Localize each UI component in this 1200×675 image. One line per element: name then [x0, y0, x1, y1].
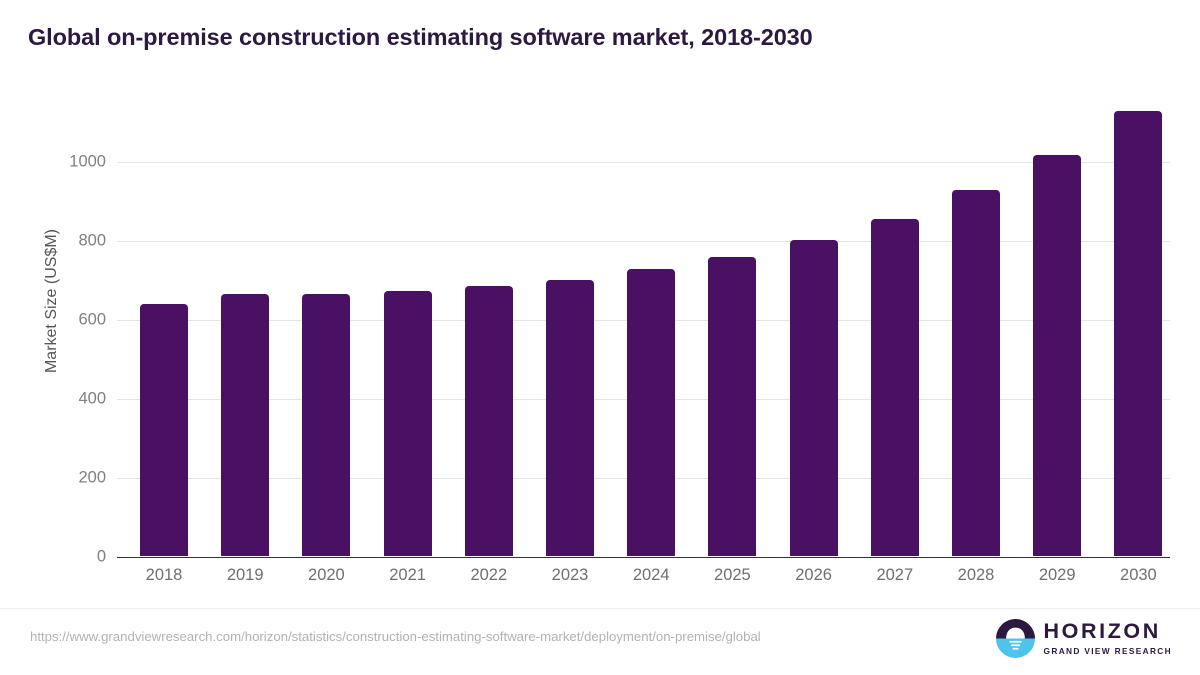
- bar-2024[interactable]: [627, 269, 676, 557]
- x-tick-label-2018: 2018: [145, 566, 183, 584]
- x-tick-label-2024: 2024: [632, 566, 670, 584]
- y-tick-label: 0: [96, 547, 106, 565]
- gridline-800: [117, 240, 1170, 242]
- y-tick-label: 400: [78, 389, 106, 408]
- x-tick-label-2025: 2025: [714, 566, 751, 584]
- x-tick-label-2030: 2030: [1120, 566, 1157, 584]
- x-tick-label-2020: 2020: [308, 566, 345, 584]
- page-title: Global on-premise construction estimatin…: [28, 24, 813, 50]
- x-tick-label-2021: 2021: [389, 566, 426, 584]
- y-tick-label: 1000: [69, 152, 106, 171]
- bar-2019[interactable]: [221, 294, 270, 557]
- bar-2030[interactable]: [1114, 110, 1163, 557]
- gridline-0: [117, 556, 1170, 558]
- bar-2025[interactable]: [708, 256, 757, 557]
- x-tick-label-2019: 2019: [226, 566, 264, 584]
- x-tick-label-2022: 2022: [470, 566, 508, 584]
- bar-2021[interactable]: [383, 290, 432, 557]
- bar-2029[interactable]: [1033, 154, 1082, 557]
- x-tick-label-2026: 2026: [795, 566, 832, 584]
- x-tick-label-2028: 2028: [957, 566, 995, 584]
- y-tick-label: 800: [78, 231, 106, 250]
- bar-2018[interactable]: [140, 304, 188, 557]
- gridline-1000: [117, 162, 1170, 163]
- bar-2026[interactable]: [789, 239, 838, 557]
- horizon-globe-icon: [995, 618, 1035, 658]
- footer-divider: [0, 608, 1200, 609]
- bar-2028[interactable]: [952, 190, 1000, 557]
- x-tick-label-2029: 2029: [1038, 566, 1076, 584]
- bar-2027[interactable]: [870, 219, 919, 557]
- horizon-logo[interactable]: HORIZON GRAND VIEW RESEARCH: [995, 617, 1172, 659]
- y-tick-label: 600: [78, 310, 106, 329]
- bar-2023[interactable]: [546, 279, 594, 557]
- x-tick-label-2027: 2027: [876, 566, 914, 584]
- bar-2020[interactable]: [302, 293, 351, 557]
- x-tick-label-2023: 2023: [551, 566, 589, 584]
- y-tick-label: 200: [78, 468, 106, 487]
- logo-brand-name: HORIZON: [1043, 619, 1161, 644]
- logo-tagline: GRAND VIEW RESEARCH: [1043, 645, 1172, 656]
- logo-text-block: HORIZON GRAND VIEW RESEARCH: [1044, 621, 1172, 655]
- bar-2022[interactable]: [464, 285, 513, 557]
- source-url-link[interactable]: https://www.grandviewresearch.com/horizo…: [30, 629, 761, 644]
